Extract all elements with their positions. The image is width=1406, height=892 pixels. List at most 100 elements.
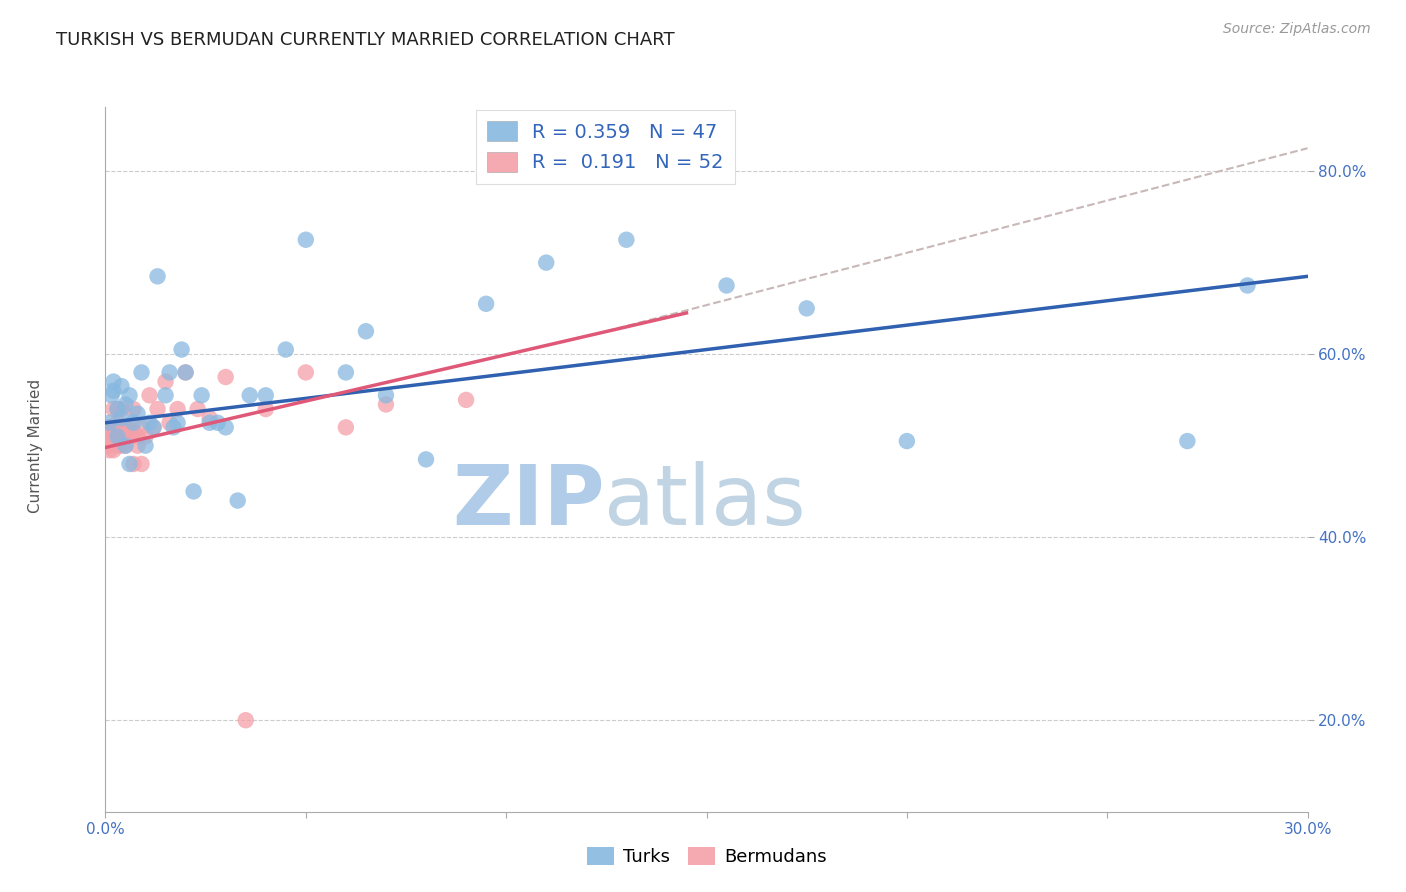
Point <box>166 416 188 430</box>
Point <box>118 429 141 443</box>
Point <box>103 384 125 398</box>
Point <box>110 439 132 453</box>
Point <box>198 416 221 430</box>
Point <box>166 402 188 417</box>
Point <box>118 457 141 471</box>
Text: Source: ZipAtlas.com: Source: ZipAtlas.com <box>1223 22 1371 37</box>
Point <box>142 420 165 434</box>
Point <box>254 388 277 402</box>
Point <box>110 420 132 434</box>
Point <box>114 439 136 453</box>
Point <box>335 420 357 434</box>
Point <box>374 388 398 402</box>
Text: atlas: atlas <box>605 461 806 542</box>
Point <box>96 439 118 453</box>
Point <box>122 416 145 430</box>
Point <box>118 420 141 434</box>
Point <box>114 420 136 434</box>
Point <box>107 429 129 443</box>
Point <box>146 269 169 284</box>
Text: TURKISH VS BERMUDAN CURRENTLY MARRIED CORRELATION CHART: TURKISH VS BERMUDAN CURRENTLY MARRIED CO… <box>56 31 675 49</box>
Point <box>98 425 121 439</box>
Point <box>162 420 184 434</box>
Point <box>155 375 177 389</box>
Point <box>716 278 738 293</box>
Point <box>254 402 277 417</box>
Point <box>98 429 121 443</box>
Point <box>174 366 197 380</box>
Point <box>534 255 557 269</box>
Point <box>190 388 212 402</box>
Point <box>110 402 132 417</box>
Point <box>475 297 498 311</box>
Point <box>122 425 145 439</box>
Point <box>131 457 153 471</box>
Point <box>110 379 132 393</box>
Point <box>138 416 160 430</box>
Text: Currently Married: Currently Married <box>28 379 42 513</box>
Point <box>187 402 209 417</box>
Point <box>1177 434 1199 448</box>
Point <box>114 439 136 453</box>
Point <box>415 452 437 467</box>
Point <box>159 366 181 380</box>
Point <box>354 324 377 338</box>
Point <box>183 484 205 499</box>
Point <box>226 493 249 508</box>
Point <box>103 375 125 389</box>
Point <box>96 434 118 448</box>
Point <box>146 402 169 417</box>
Point <box>214 370 236 384</box>
Text: ZIP: ZIP <box>451 461 605 542</box>
Point <box>235 713 257 727</box>
Point <box>131 420 153 434</box>
Point <box>159 416 181 430</box>
Point <box>107 416 129 430</box>
Point <box>198 411 221 425</box>
Point <box>107 429 129 443</box>
Point <box>107 439 129 453</box>
Point <box>239 388 262 402</box>
Point <box>98 416 121 430</box>
Point <box>100 425 122 439</box>
Point <box>454 392 477 407</box>
Point <box>103 425 125 439</box>
Point <box>335 366 357 380</box>
Point <box>110 429 132 443</box>
Point <box>1236 278 1258 293</box>
Point <box>155 388 177 402</box>
Point <box>100 388 122 402</box>
Point <box>103 443 125 458</box>
Point <box>131 366 153 380</box>
Point <box>118 388 141 402</box>
Point <box>122 402 145 417</box>
Point <box>107 402 129 417</box>
Point <box>100 434 122 448</box>
Point <box>103 429 125 443</box>
Point <box>103 434 125 448</box>
Point <box>114 397 136 411</box>
Point <box>796 301 818 316</box>
Point <box>127 429 149 443</box>
Point <box>103 402 125 417</box>
Point <box>98 443 121 458</box>
Point <box>138 388 160 402</box>
Point <box>135 429 157 443</box>
Point <box>114 434 136 448</box>
Legend: Turks, Bermudans: Turks, Bermudans <box>579 839 834 873</box>
Point <box>896 434 918 448</box>
Point <box>207 416 229 430</box>
Point <box>274 343 297 357</box>
Point <box>142 420 165 434</box>
Point <box>214 420 236 434</box>
Point <box>374 397 398 411</box>
Point <box>110 411 132 425</box>
Point <box>174 366 197 380</box>
Point <box>118 425 141 439</box>
Point <box>135 439 157 453</box>
Point <box>127 407 149 421</box>
Point <box>107 402 129 417</box>
Point <box>127 439 149 453</box>
Point <box>295 233 318 247</box>
Point <box>98 420 121 434</box>
